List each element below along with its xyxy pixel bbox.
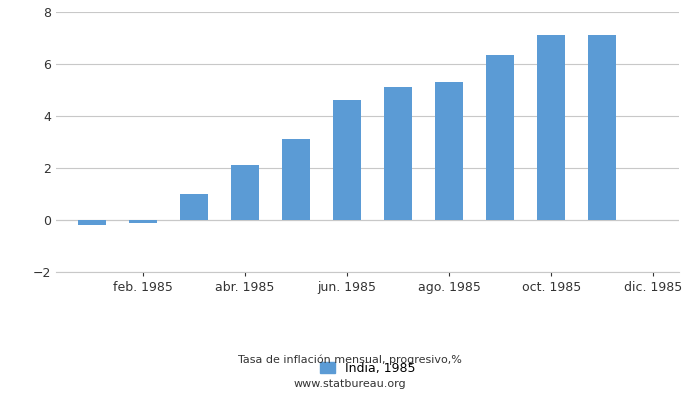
Bar (486, 55, 514, 220)
Text: Tasa de inflación mensual, progresivo,%: Tasa de inflación mensual, progresivo,% (238, 355, 462, 365)
Bar (435, 82, 463, 220)
Bar (384, 87, 412, 220)
Bar (333, 100, 361, 220)
Text: www.statbureau.org: www.statbureau.org (294, 379, 406, 389)
Bar (538, 35, 566, 220)
Legend: India, 1985: India, 1985 (320, 362, 415, 375)
Bar (180, 194, 208, 220)
Bar (129, 220, 157, 222)
Bar (231, 166, 259, 220)
Bar (282, 139, 310, 220)
Bar (589, 35, 617, 220)
Bar (78, 220, 106, 225)
